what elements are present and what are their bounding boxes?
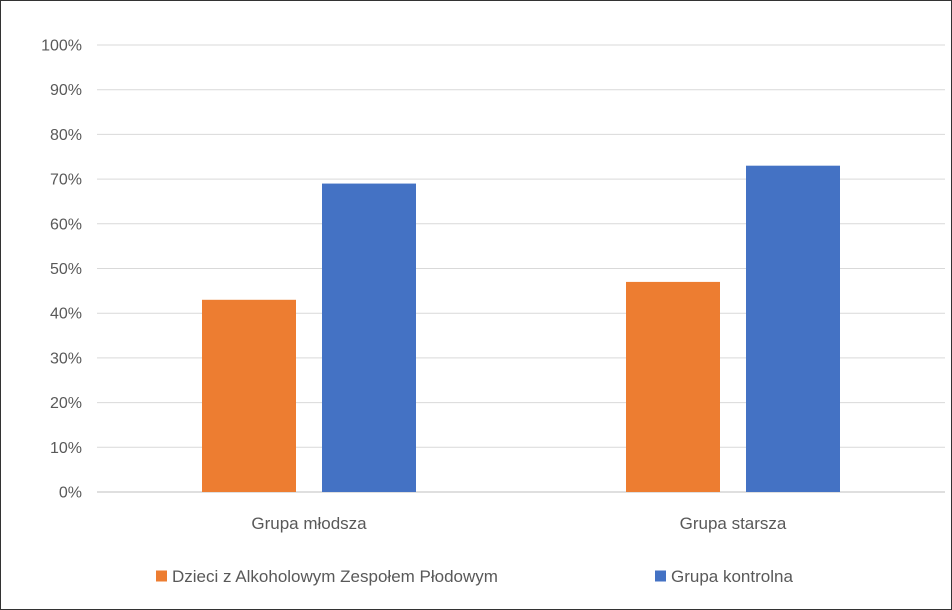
x-category-label: Grupa młodsza [251, 514, 367, 533]
bars [202, 165, 840, 492]
y-tick-label: 20% [50, 395, 82, 412]
bar-fas-1 [626, 281, 720, 492]
legend-swatch [655, 570, 666, 582]
x-category-label: Grupa starsza [680, 514, 787, 533]
y-tick-label: 80% [50, 127, 82, 144]
y-tick-label: 40% [50, 306, 82, 323]
y-tick-label: 70% [50, 172, 82, 189]
bar-control-0 [322, 183, 416, 492]
bar-fas-0 [202, 299, 296, 492]
legend-label: Dzieci z Alkoholowym Zespołem Płodowym [172, 567, 498, 586]
y-axis-tick-labels: 0% 10% 20% 30% 40% 50% 60% 70% 80% 90% 100% [41, 38, 82, 502]
legend: Dzieci z Alkoholowym Zespołem Płodowym Gr… [156, 567, 793, 586]
y-tick-label: 60% [50, 216, 82, 233]
x-axis-category-labels: Grupa młodsza Grupa starsza [251, 514, 787, 533]
y-tick-label: 50% [50, 261, 82, 278]
y-tick-label: 100% [41, 38, 82, 55]
legend-swatch [156, 570, 167, 582]
y-tick-label: 30% [50, 350, 82, 367]
y-tick-label: 10% [50, 440, 82, 457]
legend-label: Grupa kontrolna [671, 567, 793, 586]
bar-control-1 [746, 165, 840, 492]
y-tick-label: 0% [59, 485, 82, 502]
y-tick-label: 90% [50, 82, 82, 99]
